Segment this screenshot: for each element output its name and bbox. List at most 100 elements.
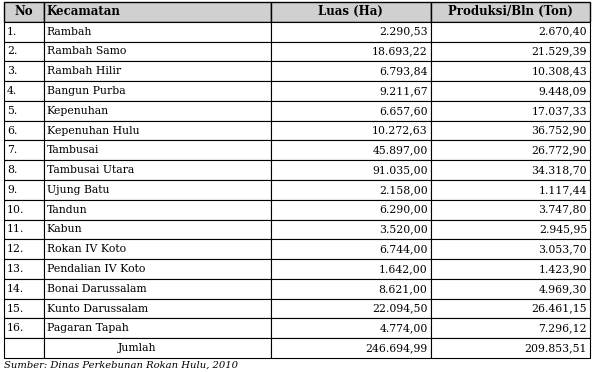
Text: 6.744,00: 6.744,00: [379, 244, 428, 254]
Bar: [44, 101, 271, 121]
Text: 2.945,95: 2.945,95: [539, 224, 587, 234]
Bar: [4, 259, 44, 279]
Bar: [431, 81, 590, 101]
Text: 6.657,60: 6.657,60: [379, 106, 428, 116]
Text: Rambah: Rambah: [47, 27, 92, 37]
Text: Kepenuhan Hulu: Kepenuhan Hulu: [47, 126, 140, 135]
Text: 16.: 16.: [7, 323, 24, 333]
Bar: [271, 160, 431, 180]
Bar: [44, 338, 271, 358]
Bar: [44, 121, 271, 141]
Text: 45.897,00: 45.897,00: [372, 145, 428, 155]
Text: Luas (Ha): Luas (Ha): [318, 5, 383, 18]
Text: 2.158,00: 2.158,00: [379, 185, 428, 195]
Bar: [431, 160, 590, 180]
Bar: [431, 299, 590, 318]
Bar: [431, 2, 590, 22]
Bar: [271, 22, 431, 42]
Text: Kepenuhan: Kepenuhan: [47, 106, 109, 116]
Bar: [271, 141, 431, 160]
Text: 3.053,70: 3.053,70: [538, 244, 587, 254]
Text: 9.448,09: 9.448,09: [539, 86, 587, 96]
Bar: [4, 141, 44, 160]
Bar: [4, 101, 44, 121]
Bar: [271, 318, 431, 338]
Text: 21.529,39: 21.529,39: [532, 46, 587, 57]
Text: 1.117,44: 1.117,44: [539, 185, 587, 195]
Bar: [431, 61, 590, 81]
Bar: [271, 101, 431, 121]
Bar: [44, 259, 271, 279]
Bar: [4, 121, 44, 141]
Text: No: No: [15, 5, 33, 18]
Bar: [271, 121, 431, 141]
Text: Sumber: Dinas Perkebunan Rokan Hulu, 2010: Sumber: Dinas Perkebunan Rokan Hulu, 201…: [4, 361, 238, 370]
Text: 14.: 14.: [7, 284, 24, 294]
Text: Rambah Hilir: Rambah Hilir: [47, 66, 121, 76]
Bar: [4, 160, 44, 180]
Text: 8.: 8.: [7, 165, 17, 175]
Bar: [431, 22, 590, 42]
Bar: [4, 61, 44, 81]
Bar: [271, 299, 431, 318]
Bar: [4, 200, 44, 219]
Bar: [431, 101, 590, 121]
Text: 26.772,90: 26.772,90: [532, 145, 587, 155]
Text: Tandun: Tandun: [47, 205, 87, 215]
Text: Pagaran Tapah: Pagaran Tapah: [47, 323, 128, 333]
Bar: [431, 259, 590, 279]
Bar: [431, 200, 590, 219]
Text: 10.272,63: 10.272,63: [372, 126, 428, 135]
Text: 2.: 2.: [7, 46, 17, 57]
Bar: [44, 22, 271, 42]
Text: 10.: 10.: [7, 205, 24, 215]
Text: 3.: 3.: [7, 66, 17, 76]
Text: 4.: 4.: [7, 86, 17, 96]
Text: 17.037,33: 17.037,33: [532, 106, 587, 116]
Bar: [44, 200, 271, 219]
Text: 4.774,00: 4.774,00: [379, 323, 428, 333]
Bar: [271, 2, 431, 22]
Bar: [4, 239, 44, 259]
Bar: [431, 42, 590, 61]
Bar: [271, 42, 431, 61]
Bar: [271, 259, 431, 279]
Text: 3.520,00: 3.520,00: [379, 224, 428, 234]
Text: 22.094,50: 22.094,50: [372, 304, 428, 314]
Text: 3.747,80: 3.747,80: [539, 205, 587, 215]
Text: Rokan IV Koto: Rokan IV Koto: [47, 244, 126, 254]
Bar: [271, 279, 431, 299]
Bar: [4, 180, 44, 200]
Bar: [431, 180, 590, 200]
Text: 4.969,30: 4.969,30: [539, 284, 587, 294]
Bar: [44, 219, 271, 239]
Text: Pendalian IV Koto: Pendalian IV Koto: [47, 264, 145, 274]
Text: 8.621,00: 8.621,00: [379, 284, 428, 294]
Text: 26.461,15: 26.461,15: [532, 304, 587, 314]
Bar: [44, 279, 271, 299]
Text: 6.793,84: 6.793,84: [379, 66, 428, 76]
Bar: [431, 219, 590, 239]
Text: Tambusai Utara: Tambusai Utara: [47, 165, 134, 175]
Bar: [44, 160, 271, 180]
Bar: [4, 299, 44, 318]
Text: Kabun: Kabun: [47, 224, 83, 234]
Text: 6.290,00: 6.290,00: [379, 205, 428, 215]
Text: 7.296,12: 7.296,12: [538, 323, 587, 333]
Bar: [4, 318, 44, 338]
Text: 246.694,99: 246.694,99: [365, 343, 428, 353]
Text: 15.: 15.: [7, 304, 24, 314]
Text: Bonai Darussalam: Bonai Darussalam: [47, 284, 147, 294]
Text: Kecamatan: Kecamatan: [47, 5, 121, 18]
Bar: [4, 338, 44, 358]
Bar: [44, 299, 271, 318]
Bar: [44, 239, 271, 259]
Bar: [4, 219, 44, 239]
Bar: [4, 279, 44, 299]
Text: Jumlah: Jumlah: [118, 343, 157, 353]
Text: 18.693,22: 18.693,22: [372, 46, 428, 57]
Bar: [4, 81, 44, 101]
Text: 2.670,40: 2.670,40: [538, 27, 587, 37]
Text: 9.211,67: 9.211,67: [379, 86, 428, 96]
Bar: [271, 81, 431, 101]
